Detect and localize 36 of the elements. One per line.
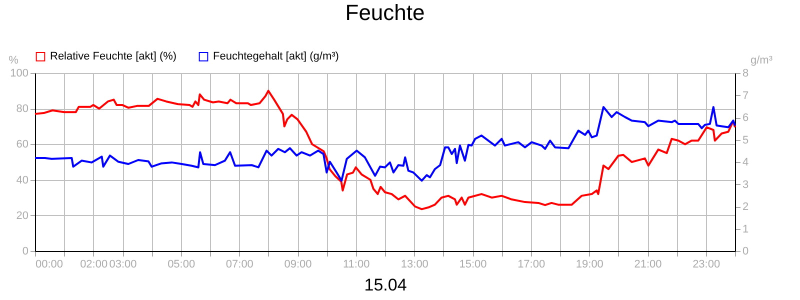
y2-tick-label: 1 xyxy=(742,223,749,236)
y2-tick-label: 7 xyxy=(742,90,749,102)
y2-tick-label: 0 xyxy=(742,246,749,258)
x-tick-label: 09:00 xyxy=(284,258,312,270)
y-tick-label: 20 xyxy=(16,210,28,222)
legend-label: Feuchtegehalt [akt] (g/m³) xyxy=(213,50,339,63)
legend-label: Relative Feuchte [akt] (%) xyxy=(50,50,177,63)
x-axis-title: 15.04 xyxy=(364,276,407,294)
line-series xyxy=(34,106,736,182)
y-axis-title: % xyxy=(8,54,19,66)
y2-tick-label: 4 xyxy=(742,156,749,168)
x-tick-label: 11:00 xyxy=(342,258,370,270)
y2-axis-title: g/m³ xyxy=(750,54,773,66)
y2-tick-label: 3 xyxy=(742,178,749,191)
x-tick-label: 13:00 xyxy=(400,258,428,270)
x-tick-label: 00:00 xyxy=(36,258,64,270)
y2-tick-label: 6 xyxy=(742,112,749,124)
y2-tick-label: 2 xyxy=(742,201,749,213)
x-tick-label: 02:00 xyxy=(80,258,108,270)
x-tick-label: 17:00 xyxy=(518,258,546,270)
y-tick-label: 40 xyxy=(16,174,28,186)
x-tick-label: 23:00 xyxy=(692,258,720,270)
x-tick-label: 05:00 xyxy=(168,258,196,270)
y2-tick-label: 5 xyxy=(742,134,749,146)
x-tick-label: 15:00 xyxy=(459,258,487,270)
x-tick-label: 21:00 xyxy=(634,258,662,270)
y-tick-label: 100 xyxy=(10,68,28,80)
x-tick-label: 03:00 xyxy=(109,258,137,270)
x-tick-label: 19:00 xyxy=(576,258,604,270)
y-tick-label: 0 xyxy=(22,246,28,258)
chart-title: Feuchte xyxy=(345,0,425,25)
y2-tick-label: 8 xyxy=(742,68,749,80)
x-tick-label: 07:00 xyxy=(226,258,254,270)
y-tick-label: 80 xyxy=(16,103,28,116)
line-series xyxy=(34,90,736,210)
y-tick-label: 60 xyxy=(16,138,28,151)
